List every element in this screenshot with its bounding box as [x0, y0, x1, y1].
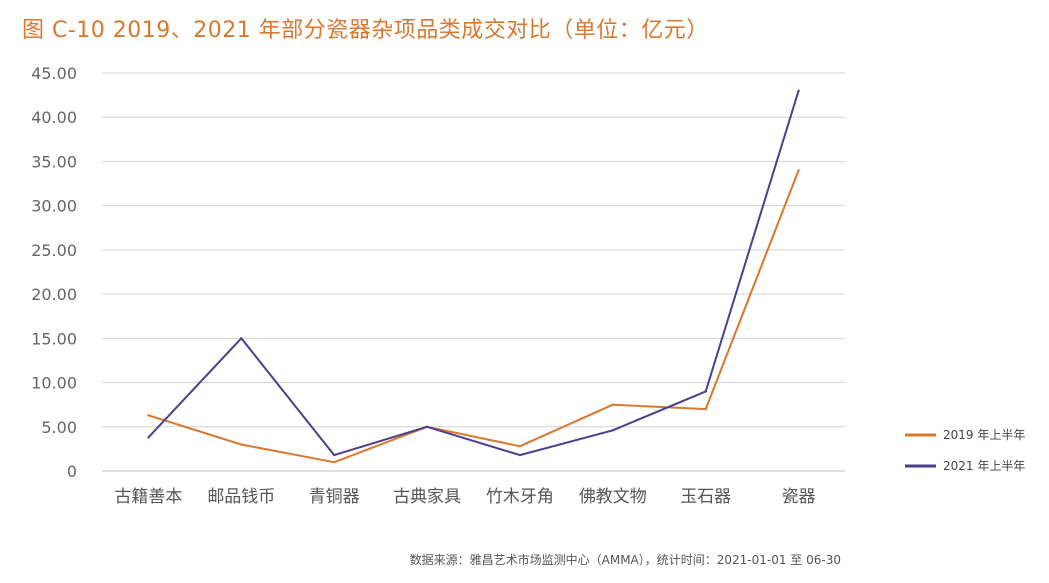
chart-title: 图 C-10 2019、2021 年部分瓷器杂项品类成交对比（单位：亿元）: [22, 18, 709, 43]
y-tick-label: 25.00: [31, 241, 77, 260]
data-point: [147, 436, 150, 439]
data-point: [611, 429, 615, 432]
gridlines: [102, 72, 845, 472]
data-point: [518, 445, 522, 448]
x-axis: 古籍善本 邮品钱币 青铜器 古典家具 竹木牙角 佛教文物 玉石器 瓷器: [114, 487, 815, 507]
series-line-1: [148, 169, 800, 464]
y-tick-label: 10.00: [31, 374, 77, 393]
x-tick-label: 佛教文物: [579, 487, 647, 507]
series-line-2: [147, 90, 800, 457]
data-point: [704, 407, 707, 411]
y-axis: 0 5.00 10.00 15.00 20.00 25.00 30.00 35.00 40.00…: [31, 64, 77, 481]
x-tick-label: 青铜器: [309, 487, 360, 507]
legend-label: 2019 年上半年: [943, 428, 1025, 442]
data-point: [240, 337, 243, 340]
source-note: 数据来源：雅昌艺术市场监测中心（AMMA），统计时间：2021-01-01 至 …: [409, 553, 841, 567]
y-tick-label: 35.00: [31, 152, 77, 171]
y-tick-label: 5.00: [41, 418, 77, 437]
series-lines: [147, 89, 800, 464]
y-tick-label: 30.00: [31, 197, 77, 216]
data-point: [704, 390, 707, 393]
data-point: [147, 414, 150, 417]
x-tick-label: 瓷器: [782, 487, 816, 507]
data-point: [797, 89, 800, 92]
data-point: [332, 453, 336, 457]
data-point: [332, 460, 336, 464]
x-tick-label: 古典家具: [393, 487, 461, 507]
y-tick-label: 20.00: [31, 285, 77, 304]
x-tick-label: 古籍善本: [114, 487, 182, 507]
y-tick-label: 15.00: [31, 329, 77, 348]
legend: 2019 年上半年 2021 年上半年: [905, 428, 1025, 473]
y-tick-label: 0: [67, 462, 77, 481]
data-point: [518, 453, 522, 457]
y-tick-label: 45.00: [31, 64, 77, 83]
y-tick-label: 40.00: [31, 108, 77, 127]
x-tick-label: 竹木牙角: [486, 487, 554, 507]
legend-label: 2021 年上半年: [943, 459, 1025, 473]
x-tick-label: 玉石器: [680, 487, 731, 507]
data-point: [797, 169, 800, 172]
data-point: [611, 403, 615, 406]
x-tick-label: 邮品钱币: [207, 487, 275, 507]
data-point: [425, 425, 429, 428]
data-point: [240, 443, 243, 446]
